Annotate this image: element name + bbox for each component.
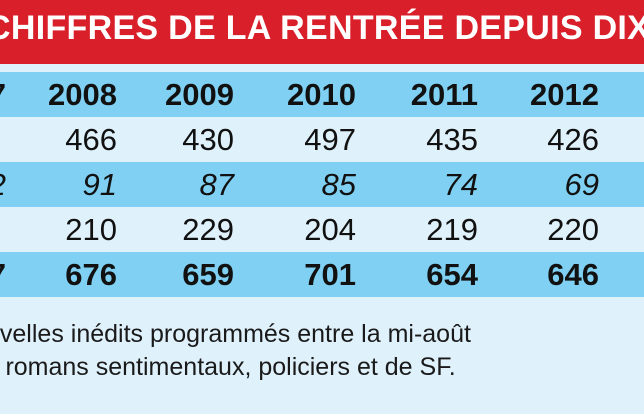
table-cell: 426 (547, 122, 599, 157)
table-cell: 1 (523, 207, 644, 252)
footnote-line: s romans sentimentaux, policiers et de S… (0, 353, 456, 381)
table-cell: 466 (65, 122, 117, 157)
table-cell: 659 (182, 257, 234, 292)
chart-title: CHIFFRES DE LA RENTRÉE DEPUIS DIX (0, 9, 644, 47)
table-cell: 229 (182, 212, 234, 247)
table-row: 210 229 204 219 220 1 (0, 207, 644, 252)
year-header-partial: 2 (523, 72, 644, 117)
table-cell: 87 (199, 167, 234, 202)
title-bar: CHIFFRES DE LA RENTRÉE DEPUIS DIX (0, 0, 644, 64)
table-cell: 435 (426, 122, 478, 157)
table-cell: 5 (523, 252, 644, 297)
table-cell: 85 (321, 167, 356, 202)
table-cell: 69 (564, 167, 599, 202)
year-header-2012: 2012 (530, 77, 599, 112)
table-cell: 430 (182, 122, 234, 157)
table-cell: 676 (65, 257, 117, 292)
year-header-2011: 2011 (410, 77, 478, 112)
total-row: 7 676 659 701 654 646 5 (0, 252, 644, 297)
table-row: 2 91 87 85 74 69 (0, 162, 644, 207)
table-cell: 701 (304, 257, 356, 292)
table-row: 466 430 497 435 426 3 (0, 117, 644, 162)
row-stub: 7 (0, 252, 6, 297)
footnote: uvelles inédits programmés entre la mi-a… (0, 318, 644, 384)
table-cell: 646 (547, 257, 599, 292)
table-cell: 497 (304, 122, 356, 157)
header-row: 7 2008 2009 2010 2011 2012 2 (0, 72, 644, 117)
year-header-2008: 2008 (48, 77, 117, 112)
table-cell: 204 (304, 212, 356, 247)
table-cell: 210 (65, 212, 117, 247)
year-header-2009: 2009 (165, 77, 234, 112)
table-cell: 654 (426, 257, 478, 292)
table-cell: 220 (547, 212, 599, 247)
table-cell: 219 (426, 212, 478, 247)
data-table: 7 2008 2009 2010 2011 2012 2 466 430 497… (0, 72, 644, 297)
table-cell: 91 (82, 167, 117, 202)
table-cell: 3 (523, 117, 644, 162)
footnote-line: uvelles inédits programmés entre la mi-a… (0, 320, 471, 348)
row-stub: 7 (0, 72, 6, 117)
table-cell: 74 (443, 167, 478, 202)
row-stub: 2 (0, 162, 6, 207)
year-header-2010: 2010 (287, 77, 356, 112)
